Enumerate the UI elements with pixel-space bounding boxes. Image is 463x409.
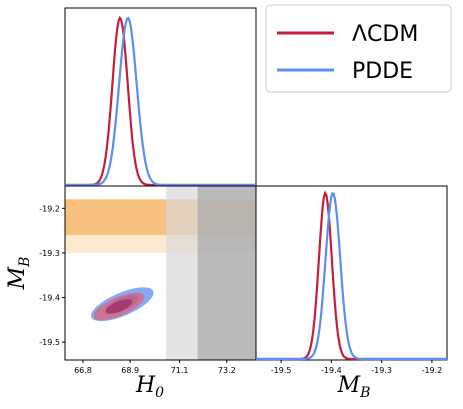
x-axis-label-mb: MB xyxy=(337,373,371,401)
prior-band-h0-3 xyxy=(197,186,256,360)
x-tick-label-mb: -19.2 xyxy=(422,366,443,375)
mb-marginal-curve-pdde xyxy=(256,192,447,361)
x-tick-label-h0: 71.1 xyxy=(171,366,189,375)
legend-label-lcdm: ΛCDM xyxy=(352,22,418,47)
legend: ΛCDM PDDE xyxy=(265,4,452,93)
x-tick-label-mb: -19.5 xyxy=(271,366,292,375)
panel-joint: 66.8 68.9 71.1 73.2 -19.2 -19.3 -19.4 -19.5 xyxy=(39,185,257,375)
panel-h0-frame xyxy=(64,7,257,187)
contour-lcdm-1sigma xyxy=(105,299,133,314)
panel-mb-marginal: -19.5 -19.4 -19.3 -19.2 xyxy=(255,185,448,375)
y-tick-label-mb: -19.3 xyxy=(39,249,60,258)
y-axis-label-mb: MB xyxy=(5,257,33,291)
y-tick-label-mb: -19.5 xyxy=(39,338,60,347)
legend-label-pdde: PDDE xyxy=(352,59,413,84)
x-tick-label-h0: 73.2 xyxy=(218,366,236,375)
x-tick-label-h0: 66.8 xyxy=(74,366,92,375)
panel-h0-marginal xyxy=(64,7,257,187)
y-tick-label-mb: -19.4 xyxy=(39,294,60,303)
h0-marginal-curve-pdde xyxy=(65,16,256,187)
x-tick-label-mb: -19.3 xyxy=(371,366,392,375)
panel-mb-frame xyxy=(255,185,448,361)
y-tick-label-mb: -19.2 xyxy=(39,204,60,213)
x-axis-label-h0: H0 xyxy=(135,373,164,401)
x-tick-label-h0: 68.9 xyxy=(121,366,139,375)
x-tick-label-mb: -19.4 xyxy=(321,366,342,375)
